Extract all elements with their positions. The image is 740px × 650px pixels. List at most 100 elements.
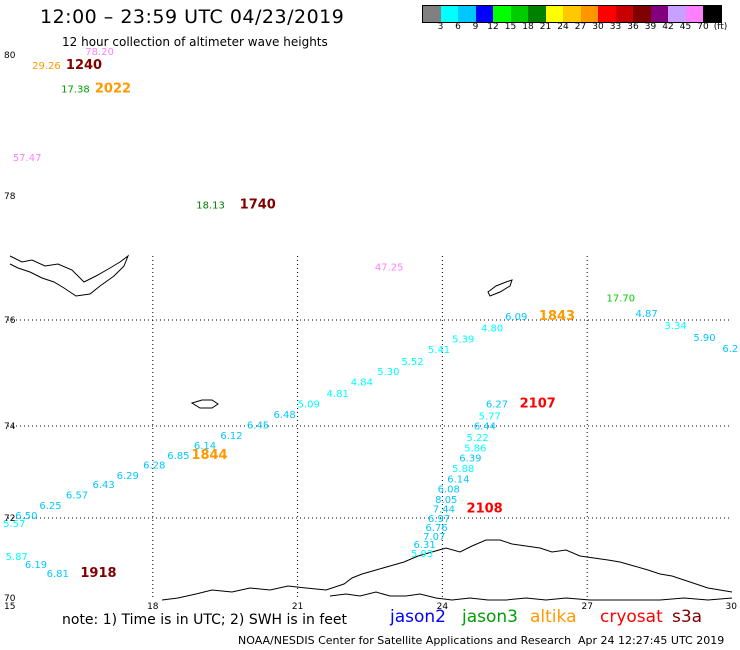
wave-height-label: 6.97 (428, 514, 450, 525)
wave-height-label: 5.87 (6, 552, 28, 563)
colorbar-label: 33 (609, 22, 622, 32)
colorbar-label: 12 (487, 22, 499, 32)
time-label: 2107 (520, 396, 556, 411)
x-tick-label: 18 (147, 602, 159, 612)
wave-height-label: 5.30 (377, 367, 399, 378)
y-tick-label: 76 (4, 316, 16, 326)
colorbar-swatch (650, 6, 668, 22)
wave-height-label: 57.47 (13, 153, 42, 164)
wave-height-label: 4.87 (635, 309, 657, 320)
wave-height-label: 5.57 (3, 519, 25, 530)
legend-s3a: s3a (672, 607, 703, 627)
wave-height-label: 6.81 (47, 569, 69, 580)
colorbar-label: 9 (472, 22, 479, 32)
coastline-kong-karls-land (487, 279, 513, 297)
wave-height-label: 6.28 (143, 460, 165, 471)
wave-height-label: 17.38 (61, 84, 90, 95)
coastline-norway (161, 539, 733, 601)
wave-height-label: 6.57 (66, 491, 88, 502)
colorbar-label: 21 (539, 22, 552, 32)
wave-height-label: 29.26 (32, 61, 61, 72)
legend-jason3: jason3 (462, 607, 518, 627)
y-tick-label: 72 (4, 514, 15, 524)
time-label: 2022 (95, 81, 131, 96)
generated-timestamp: Apr 24 12:27:45 UTC 2019 (578, 634, 725, 647)
colorbar-label: 30 (592, 22, 604, 32)
colorbar-swatch (528, 6, 546, 22)
legend-jason2: jason2 (390, 607, 446, 627)
coastline (9, 254, 733, 601)
colorbar-swatch (475, 6, 493, 22)
colorbar-label: 24 (557, 22, 569, 32)
colorbar-label: 3 (437, 22, 444, 32)
wave-height-label: 6.12 (220, 431, 242, 442)
wave-height-label: 6.14 (194, 441, 216, 452)
wave-height-label: 4.84 (351, 378, 373, 389)
wave-height-label: 6.08 (438, 485, 460, 496)
x-tick-label: 27 (581, 602, 592, 612)
wave-height-label: 5.77 (479, 412, 501, 423)
wave-height-label: 5.93 (411, 549, 433, 560)
x-tick-label: 30 (726, 602, 738, 612)
wave-height-label: 5.88 (452, 464, 474, 475)
coastline-bear-island (190, 399, 219, 409)
colorbar-swatch (615, 6, 633, 22)
colorbar-swatch (598, 6, 616, 22)
x-tick-label: 15 (4, 602, 15, 612)
colorbar-label: (ft) (713, 22, 728, 32)
y-tick-label: 80 (4, 51, 16, 61)
colorbar-swatch (510, 6, 528, 22)
wave-height-label: 6.44 (474, 422, 496, 433)
wave-height-label: 6.50 (15, 511, 37, 522)
time-label: 1740 (240, 197, 276, 212)
colorbar-swatch (703, 6, 721, 22)
wave-height-label: 18.13 (196, 200, 225, 211)
wave-height-label: 6.29 (117, 471, 139, 482)
legend-cryosat: cryosat (600, 607, 663, 627)
wave-height-label: 17.70 (607, 293, 636, 304)
lat-lon-grid (8, 256, 732, 598)
wave-height-label: 8.05 (435, 495, 457, 506)
wave-height-label: 3.34 (664, 321, 686, 332)
coastline-svalbard (9, 254, 130, 297)
wave-height-label: 6.45 (247, 420, 269, 431)
wave-height-label: 6.25 (39, 501, 61, 512)
colorbar-label: 39 (644, 22, 657, 32)
credit-line: NOAA/NESDIS Center for Satellite Applica… (238, 634, 572, 647)
wave-height-label: 6.76 (426, 523, 448, 534)
wave-height-label: 6.85 (167, 451, 189, 462)
colorbar-label: 70 (697, 22, 709, 32)
colorbar-swatch (545, 6, 563, 22)
time-label: 2108 (467, 501, 503, 516)
wave-height-label: 78.20 (85, 47, 114, 58)
colorbar-label: 27 (574, 22, 587, 32)
wave-height-label: 6.39 (459, 453, 481, 464)
wave-height-label: 5.52 (401, 357, 423, 368)
time-label: 1918 (80, 566, 116, 581)
colorbar-label: 6 (455, 22, 461, 32)
colorbar-label: 15 (504, 22, 517, 32)
wave-height-label: 47.25 (375, 262, 404, 273)
wave-height-label: 5.22 (467, 433, 489, 444)
colorbar-label: 18 (522, 22, 534, 32)
wave-height-label: 4.80 (481, 324, 503, 335)
x-tick-label: 24 (437, 602, 449, 612)
wave-height-label: 5.09 (298, 399, 320, 410)
colorbar-swatch (633, 6, 651, 22)
colorbar-swatch (580, 6, 598, 22)
wave-height-label: 6.09 (505, 312, 527, 323)
axis-tick-labels: 15 18 21 24 27 30 80 78 76 74 72 70 (4, 51, 737, 612)
colorbar-label: 42 (662, 22, 674, 32)
colorbar-swatch (493, 6, 511, 22)
wave-height-label: 6.14 (447, 475, 469, 486)
wave-height-label: 5.86 (464, 443, 486, 454)
wave-height-label: 6.19 (25, 560, 47, 571)
colorbar-swatch (423, 6, 441, 22)
colorbar-label: 45 (679, 22, 692, 32)
y-tick-label: 78 (4, 192, 16, 202)
colorbar-swatch (563, 6, 581, 22)
wave-height-label: 5.90 (693, 333, 715, 344)
wave-height-label: 5.39 (452, 334, 474, 345)
legend-altika: altika (530, 607, 577, 627)
